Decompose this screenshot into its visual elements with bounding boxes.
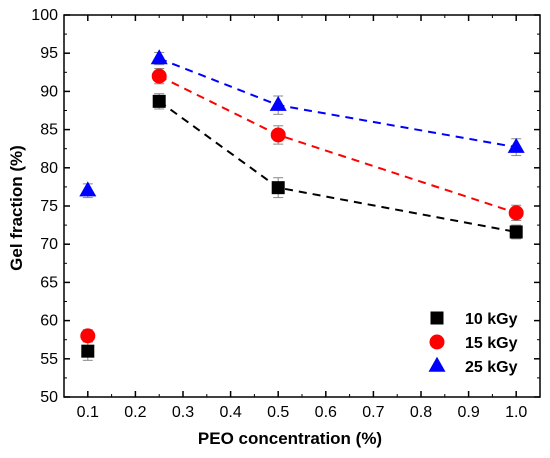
series-2 bbox=[79, 49, 525, 199]
x-tick-label: 0.7 bbox=[362, 404, 384, 421]
legend: 10 kGy 15 kGy 25 kGy bbox=[428, 311, 518, 376]
data-point bbox=[150, 49, 168, 65]
data-point bbox=[81, 344, 95, 358]
data-point bbox=[270, 127, 286, 143]
x-tick-label: 0.3 bbox=[172, 404, 194, 421]
x-tick-label: 0.1 bbox=[77, 404, 99, 421]
legend-marker bbox=[430, 311, 444, 325]
data-point bbox=[508, 205, 524, 221]
y-axis-title: Gel fraction (%) bbox=[7, 145, 26, 271]
series-1 bbox=[80, 67, 524, 344]
x-axis-title: PEO concentration (%) bbox=[198, 429, 382, 448]
y-tick-label: 55 bbox=[40, 351, 58, 368]
y-tick-label: 50 bbox=[40, 389, 58, 406]
data-point bbox=[271, 181, 285, 195]
y-tick-label: 70 bbox=[40, 236, 58, 253]
y-tick-label: 60 bbox=[40, 313, 58, 330]
data-point bbox=[507, 137, 525, 153]
legend-marker bbox=[428, 356, 446, 372]
x-tick-label: 0.4 bbox=[219, 404, 241, 421]
x-tick-label: 0.8 bbox=[410, 404, 432, 421]
series-0 bbox=[81, 93, 523, 361]
data-point bbox=[152, 94, 166, 108]
series-line bbox=[158, 75, 517, 214]
x-tick-label: 1.0 bbox=[505, 404, 527, 421]
series-line bbox=[158, 100, 517, 233]
data-point bbox=[79, 181, 97, 197]
y-tick-label: 80 bbox=[40, 160, 58, 177]
y-tick-label: 75 bbox=[40, 198, 58, 215]
plot-area: 50 55 60 65 70 75 80 85 90 95 100 0.1 0.2 0.3 0.4 0.5 0.… bbox=[31, 7, 541, 421]
y-tick-label: 90 bbox=[40, 83, 58, 100]
data-point bbox=[151, 68, 167, 84]
legend-marker bbox=[429, 334, 445, 350]
x-tick-label: 0.9 bbox=[457, 404, 479, 421]
x-tick-label: 0.6 bbox=[315, 404, 337, 421]
y-tick-label: 95 bbox=[40, 45, 58, 62]
data-point bbox=[269, 95, 287, 111]
data-point bbox=[509, 225, 523, 239]
legend-label: 15 kGy bbox=[465, 335, 518, 352]
y-tick-label: 65 bbox=[40, 274, 58, 291]
y-tick-label: 85 bbox=[40, 122, 58, 139]
legend-label: 10 kGy bbox=[465, 311, 518, 328]
x-tick-label: 0.2 bbox=[124, 404, 146, 421]
x-tick-label: 0.5 bbox=[267, 404, 289, 421]
legend-label: 25 kGy bbox=[465, 359, 518, 376]
y-tick-label: 100 bbox=[31, 7, 58, 24]
data-point bbox=[80, 328, 96, 344]
